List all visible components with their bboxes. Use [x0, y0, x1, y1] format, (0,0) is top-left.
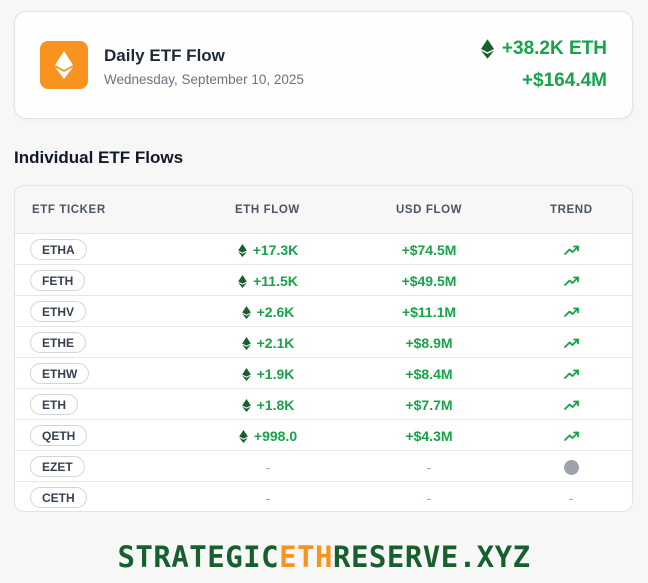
trend-up-icon — [563, 245, 579, 255]
eth-flow-value: +2.6K — [256, 304, 295, 320]
trend-cell — [535, 272, 607, 290]
eth-flow-value: +1.8K — [256, 397, 295, 413]
column-header-ticker: ETF TICKER — [32, 204, 106, 216]
ethereum-diamond-icon — [480, 39, 494, 59]
column-header-trend: TREND — [550, 204, 593, 216]
trend-cell — [535, 303, 607, 321]
table-row[interactable]: QETH +998.0 +$4.3M — [15, 420, 632, 451]
table-header: ETF TICKER ETH FLOW USD FLOW TREND — [15, 186, 632, 234]
eth-flow-value: +998.0 — [253, 428, 298, 444]
ticker-badge[interactable]: CETH — [30, 487, 87, 508]
eth-flow-value: +11.5K — [253, 273, 298, 289]
usd-flow-cell: - — [426, 459, 432, 475]
column-header-eth-flow: ETH FLOW — [235, 204, 300, 216]
eth-flow-cell: - — [190, 489, 346, 507]
etf-flows-table: ETF TICKER ETH FLOW USD FLOW TREND ETHA +… — [14, 185, 633, 512]
ticker-badge[interactable]: ETH — [30, 394, 78, 415]
eth-flow-value: - — [265, 459, 271, 475]
trend-up-icon — [563, 369, 579, 379]
usd-flow-cell: +$8.4M — [405, 366, 453, 382]
usd-flow-cell: +$49.5M — [401, 273, 457, 289]
total-eth-flow: +38.2K ETH — [480, 38, 607, 60]
ticker-badge[interactable]: ETHA — [30, 239, 87, 260]
eth-flow-cell: +17.3K — [190, 241, 346, 259]
trend-cell — [535, 396, 607, 414]
table-row[interactable]: EZET - - — [15, 451, 632, 482]
summary-title: Daily ETF Flow — [104, 46, 225, 65]
usd-flow-cell: +$11.1M — [401, 304, 457, 320]
ethereum-diamond-icon — [238, 274, 247, 288]
table-row[interactable]: FETH +11.5K +$49.5M — [15, 265, 632, 296]
table-row[interactable]: ETHE +2.1K +$8.9M — [15, 327, 632, 358]
ethereum-icon — [55, 51, 73, 79]
column-header-usd-flow: USD FLOW — [396, 204, 463, 216]
table-row[interactable]: CETH - - - — [15, 482, 632, 511]
eth-flow-cell: +1.9K — [190, 365, 346, 383]
ticker-badge[interactable]: ETHW — [30, 363, 90, 384]
usd-flow-cell: +$8.9M — [405, 335, 453, 351]
ticker-badge[interactable]: EZET — [30, 456, 85, 477]
table-row[interactable]: ETH +1.8K +$7.7M — [15, 389, 632, 420]
ethereum-diamond-icon — [239, 429, 248, 443]
eth-flow-cell: - — [190, 458, 346, 476]
brand-footer[interactable]: STRATEGICETHRESERVE.XYZ — [0, 540, 648, 574]
usd-flow-cell: +$4.3M — [405, 428, 453, 444]
eth-flow-value: +1.9K — [256, 366, 295, 382]
trend-cell — [535, 334, 607, 352]
trend-up-icon — [563, 338, 579, 348]
neutral-dot-icon — [563, 459, 579, 475]
ticker-badge[interactable]: QETH — [30, 425, 88, 446]
ethereum-diamond-icon — [241, 336, 251, 350]
table-row[interactable]: ETHW +1.9K +$8.4M — [15, 358, 632, 389]
trend-up-icon — [563, 400, 579, 410]
eth-flow-cell: +998.0 — [190, 427, 346, 445]
brand-part-reserve: RESERVE.XYZ — [332, 540, 531, 574]
section-heading: Individual ETF Flows — [14, 148, 184, 167]
usd-flow-cell: +$7.7M — [405, 397, 453, 413]
eth-flow-cell: +2.6K — [190, 303, 346, 321]
summary-date: Wednesday, September 10, 2025 — [104, 72, 304, 87]
eth-flow-cell: +2.1K — [190, 334, 346, 352]
eth-flow-value: +2.1K — [256, 335, 295, 351]
total-eth-value: +38.2K ETH — [501, 38, 607, 59]
trend-value: - — [568, 490, 574, 506]
ethereum-diamond-icon — [241, 367, 251, 381]
usd-flow-cell: +$74.5M — [401, 242, 457, 258]
trend-cell — [535, 241, 607, 259]
usd-flow-cell: - — [426, 490, 432, 506]
eth-flow-value: +17.3K — [252, 242, 299, 258]
trend-cell — [535, 365, 607, 383]
trend-up-icon — [563, 276, 579, 286]
ticker-badge[interactable]: FETH — [30, 270, 86, 291]
ethereum-diamond-icon — [241, 305, 251, 319]
trend-cell — [535, 427, 607, 445]
ticker-badge[interactable]: ETHV — [30, 301, 87, 322]
trend-cell — [535, 458, 607, 476]
brand-part-strategic: STRATEGIC — [117, 540, 280, 574]
brand-part-eth: ETH — [279, 540, 333, 574]
ethereum-diamond-icon — [237, 243, 247, 257]
trend-up-icon — [563, 431, 579, 441]
eth-flow-cell: +11.5K — [190, 272, 346, 290]
ethereum-logo — [40, 41, 88, 89]
trend-up-icon — [563, 307, 579, 317]
eth-flow-cell: +1.8K — [190, 396, 346, 414]
table-row[interactable]: ETHV +2.6K +$11.1M — [15, 296, 632, 327]
ethereum-diamond-icon — [241, 398, 251, 412]
ticker-badge[interactable]: ETHE — [30, 332, 87, 353]
daily-flow-summary-card: Daily ETF Flow Wednesday, September 10, … — [14, 11, 633, 119]
trend-cell: - — [535, 489, 607, 507]
total-usd-flow: +$164.4M — [521, 70, 607, 91]
eth-flow-value: - — [265, 490, 271, 506]
table-row[interactable]: ETHA +17.3K +$74.5M — [15, 234, 632, 265]
